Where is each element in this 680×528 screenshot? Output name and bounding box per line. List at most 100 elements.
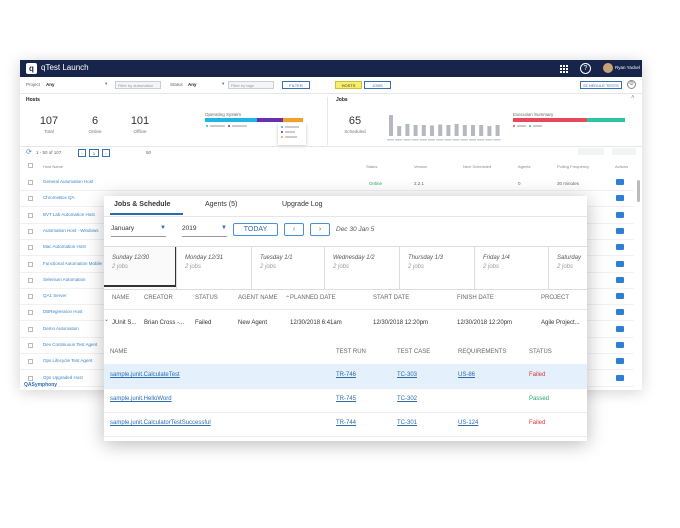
day-cell[interactable]: Friday 1/4 2 jobs [474, 247, 549, 289]
host-action-button[interactable] [616, 244, 624, 251]
host-name-link[interactable]: BVT Lab Automation Host [43, 211, 95, 217]
host-action-button[interactable] [616, 227, 624, 234]
col-version[interactable]: Version [414, 164, 428, 169]
job-col-header[interactable]: STATUS [195, 295, 218, 301]
host-name-link[interactable]: Automation Host - Windows [43, 227, 99, 233]
job-col-header[interactable]: PROJECT [541, 295, 570, 301]
host-action-button[interactable] [616, 179, 624, 185]
test-col-header[interactable]: TEST CASE [397, 349, 431, 355]
test-run-link[interactable]: TR-744 [336, 420, 357, 426]
jobs-toggle[interactable]: JOBS [364, 81, 391, 89]
help-icon[interactable]: ? [580, 63, 591, 74]
row-checkbox[interactable] [28, 310, 33, 316]
test-row[interactable]: sample.junit.HelloWord TR-745 TC-302 Passed [104, 388, 587, 413]
prev-page-button[interactable]: ‹ [78, 149, 86, 157]
per-page-select[interactable]: 50 [146, 150, 152, 155]
row-checkbox[interactable] [28, 212, 33, 218]
job-col-header[interactable]: FINISH DATE [457, 295, 494, 301]
job-row[interactable]: JUnit S... Brian Cross -... Failed New Agen… [104, 320, 587, 330]
previous-week-button[interactable]: ‹ [284, 223, 304, 236]
host-action-button[interactable] [616, 342, 624, 348]
day-cell[interactable]: Wednesday 1/2 2 jobs [324, 247, 400, 289]
tab-upgrade-log[interactable]: Upgrade Log [282, 201, 323, 208]
today-button[interactable]: TODAY [233, 223, 278, 236]
col-agents[interactable]: Agents [518, 164, 531, 169]
host-name-link[interactable]: Ops Lifecycle Test Agent [43, 358, 93, 364]
test-col-header[interactable]: TEST RUN [336, 349, 366, 355]
job-col-header[interactable]: NAME [112, 295, 130, 301]
host-action-button[interactable] [616, 211, 624, 218]
host-action-button[interactable] [616, 325, 624, 332]
next-week-button[interactable]: › [310, 223, 330, 236]
row-checkbox[interactable] [28, 180, 33, 185]
host-name-link[interactable]: General Automation Host [43, 179, 94, 184]
row-checkbox[interactable] [28, 277, 33, 283]
test-run-link[interactable]: TR-746 [336, 372, 357, 378]
host-name-link[interactable]: DBRegression Host [43, 309, 83, 315]
host-name-link[interactable]: Demo Automation [43, 325, 79, 331]
row-checkbox[interactable] [28, 359, 33, 365]
sort-icon[interactable]: ⌃ [285, 296, 291, 302]
col-host-name[interactable]: Host Name [43, 164, 64, 169]
test-case-link[interactable]: TC-301 [397, 420, 418, 426]
host-action-button[interactable] [616, 260, 624, 267]
row-checkbox[interactable] [28, 228, 33, 234]
automation-filter-input[interactable]: Filter by automation [115, 81, 161, 89]
host-name-link[interactable]: Selenium Automation [43, 276, 86, 282]
col-status[interactable]: Status [366, 164, 378, 169]
host-action-button[interactable] [616, 374, 624, 381]
job-col-header[interactable]: AGENT NAME [238, 295, 278, 301]
avatar[interactable] [603, 63, 613, 73]
col-next-scheduled[interactable]: Next Scheduled [463, 164, 492, 169]
next-page-button[interactable]: › [102, 149, 110, 157]
host-action-button[interactable] [616, 309, 624, 316]
day-cell[interactable]: Sunday 12/30 2 jobs [104, 247, 176, 289]
test-row[interactable]: sample.junit.CalculateTest TR-746 TC-303 US… [104, 364, 587, 389]
filter-button[interactable]: FILTER [282, 81, 310, 89]
test-col-header[interactable]: NAME [110, 349, 128, 355]
host-action-button[interactable] [616, 293, 624, 300]
month-select[interactable]: January ▼ [111, 225, 166, 237]
row-checkbox[interactable] [28, 245, 33, 251]
requirement-link[interactable]: US-86 [458, 372, 476, 378]
row-checkbox[interactable] [28, 261, 33, 267]
host-name-link[interactable]: Dev Continuous Test Agent [43, 342, 98, 347]
host-name-link[interactable]: Functional Automation Mobile [43, 260, 103, 266]
apps-grid-icon[interactable] [559, 64, 568, 73]
year-select[interactable]: 2019 ▼ [182, 225, 227, 237]
test-case-link[interactable]: TC-303 [397, 372, 418, 378]
hosts-toggle[interactable]: HOSTS [335, 81, 362, 89]
select-all-checkbox[interactable] [28, 163, 33, 168]
row-checkbox[interactable] [28, 343, 33, 348]
host-action-button[interactable] [616, 358, 624, 365]
test-name-link[interactable]: sample.junit.CalculateTest [110, 372, 180, 378]
chevron-up-icon[interactable]: ˄ [631, 95, 635, 101]
day-cell[interactable]: Thursday 1/3 2 jobs [399, 247, 475, 289]
row-checkbox[interactable] [28, 294, 33, 300]
col-polling-frequency[interactable]: Polling Frequency [557, 164, 590, 169]
day-cell[interactable]: Monday 12/31 2 jobs [176, 247, 252, 289]
tab-jobs-schedule[interactable]: Jobs & Schedule [114, 201, 171, 208]
tab-agents[interactable]: Agents (5) [205, 201, 238, 208]
day-cell[interactable]: Saturday 2 jobs [548, 247, 581, 289]
refresh-icon[interactable]: ⟳ [26, 149, 32, 156]
row-checkbox[interactable] [28, 196, 33, 202]
filter-input[interactable] [612, 148, 636, 155]
job-col-header[interactable]: CREATOR [144, 295, 173, 301]
job-col-header[interactable]: START DATE [373, 295, 410, 301]
day-cell[interactable]: Tuesday 1/1 2 jobs [251, 247, 325, 289]
gear-icon[interactable]: ⚙ [627, 80, 636, 89]
job-col-header[interactable]: PLANNED DATE [290, 295, 336, 301]
row-checkbox[interactable] [28, 375, 33, 381]
requirement-link[interactable]: US-124 [458, 420, 479, 426]
host-name-link[interactable]: QA1 Server [43, 293, 67, 299]
search-input[interactable] [578, 148, 604, 155]
host-name-link[interactable]: ChromeBox QA [43, 195, 75, 201]
schedule-tests-button[interactable]: SCHEDULE TESTS [580, 81, 622, 89]
test-name-link[interactable]: sample.junit.CalculatorTestSuccessful [110, 420, 211, 426]
project-select[interactable]: Any [46, 82, 55, 87]
host-name-link[interactable]: Ops Upgraded Host [43, 374, 83, 380]
test-row[interactable]: sample.junit.CalculatorTestSuccessful TR-… [104, 412, 587, 437]
test-col-header[interactable]: STATUS [529, 349, 552, 355]
page-number[interactable]: 1 [89, 149, 99, 157]
